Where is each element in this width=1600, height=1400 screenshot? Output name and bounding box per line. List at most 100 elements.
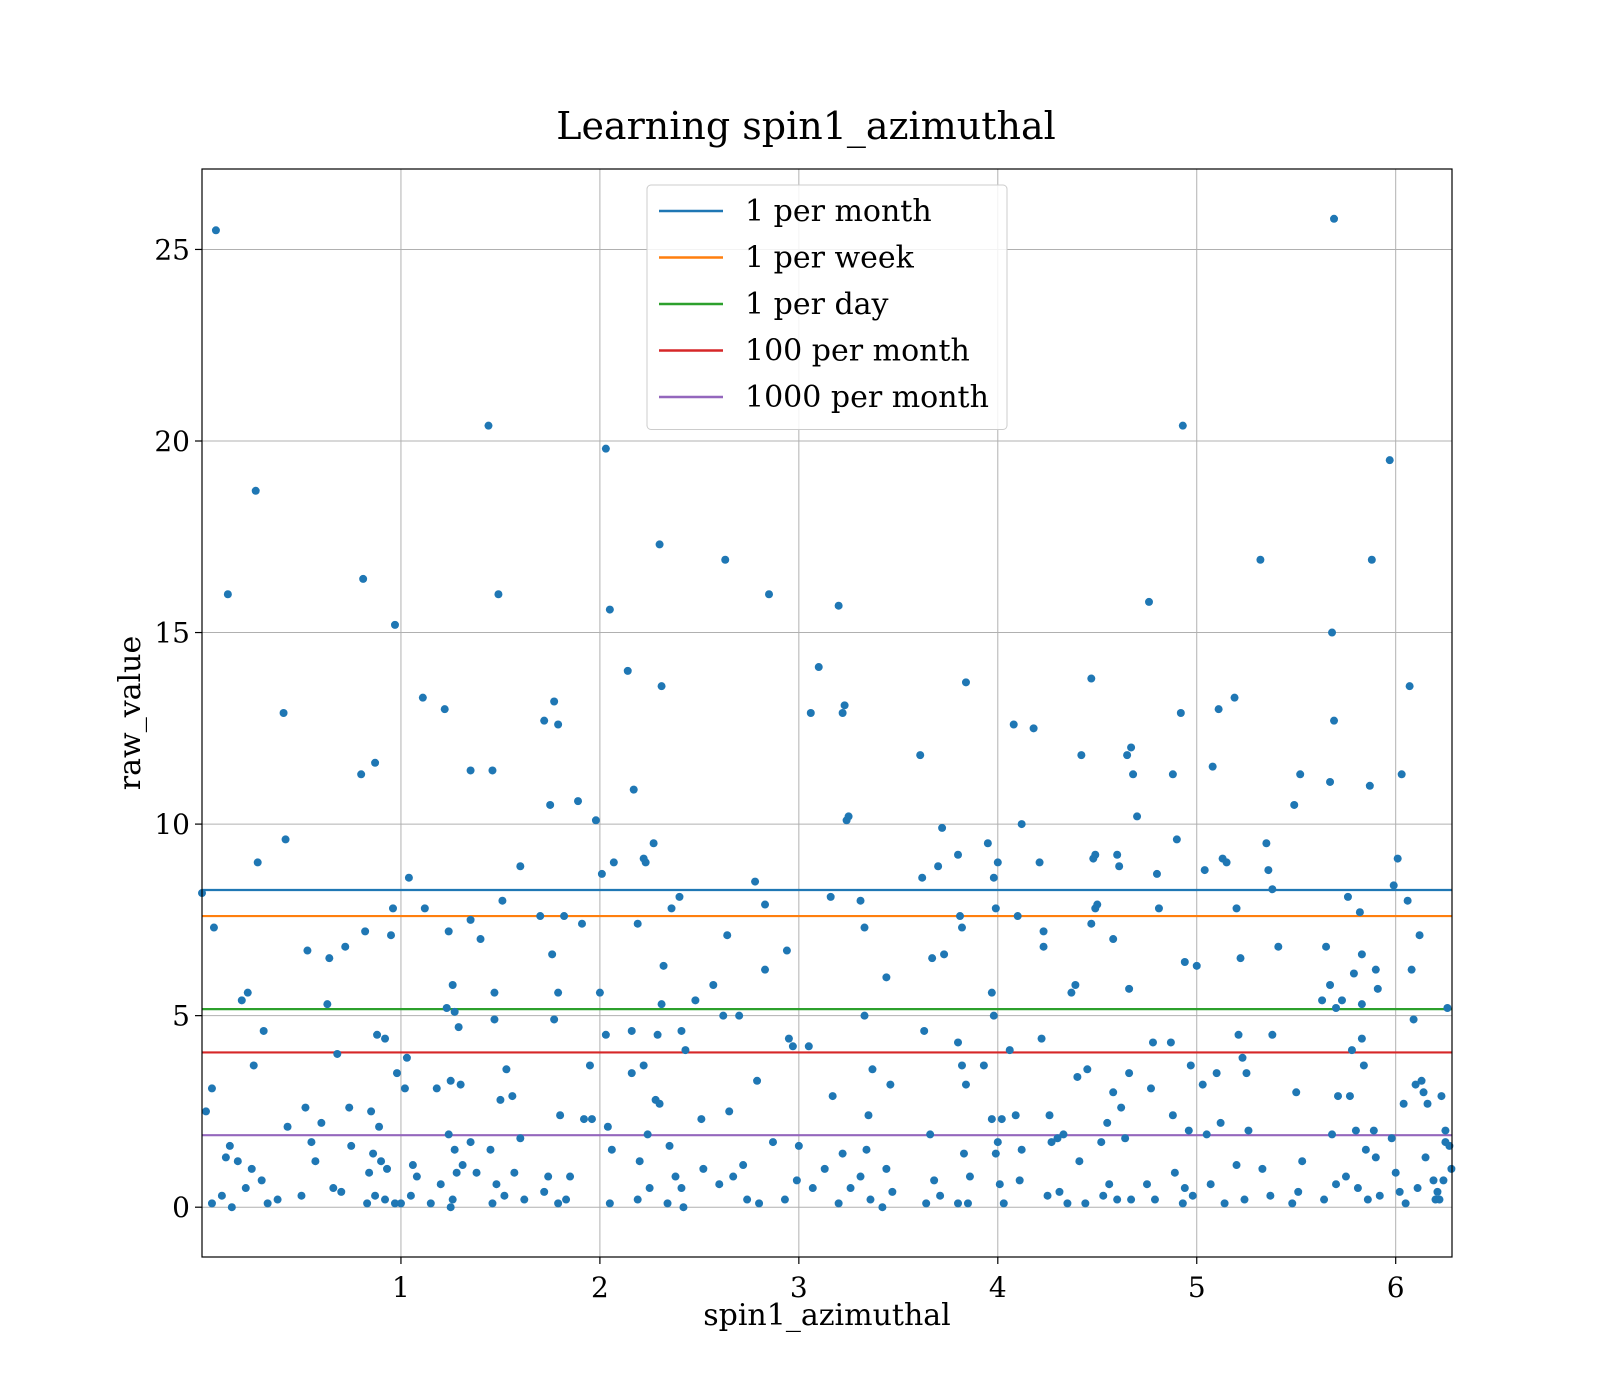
data-point xyxy=(965,1172,974,1181)
data-point xyxy=(1405,682,1414,691)
data-point xyxy=(954,1199,963,1208)
data-point xyxy=(1298,1157,1307,1166)
data-point xyxy=(838,1149,847,1158)
data-point xyxy=(1349,969,1358,978)
data-point xyxy=(444,1130,453,1139)
data-point xyxy=(1117,1103,1126,1112)
data-point xyxy=(699,1164,708,1173)
y-axis-label: raw_value xyxy=(113,636,148,790)
data-point xyxy=(1330,716,1339,725)
data-point xyxy=(448,1195,457,1204)
x-tick-label: 3 xyxy=(790,1271,808,1304)
data-point xyxy=(317,1118,326,1127)
chart-title: Learning spin1_azimuthal xyxy=(556,104,1056,149)
data-point xyxy=(373,1030,382,1039)
data-point xyxy=(251,486,260,495)
legend: 1 per month 1 per week 1 per day 100 per mo… xyxy=(646,184,1008,430)
data-point xyxy=(780,1195,789,1204)
data-point xyxy=(1143,1180,1152,1189)
data-point xyxy=(365,1168,374,1177)
data-point xyxy=(357,770,366,779)
data-point xyxy=(442,1003,451,1012)
data-point xyxy=(679,1203,688,1212)
data-point xyxy=(1172,835,1181,844)
data-point xyxy=(954,850,963,859)
data-point xyxy=(1268,1030,1277,1039)
data-point xyxy=(729,1172,738,1181)
data-point xyxy=(1353,1184,1362,1193)
data-point xyxy=(916,751,925,760)
data-point xyxy=(846,1184,855,1193)
data-point xyxy=(1198,1080,1207,1089)
data-point xyxy=(681,1046,690,1055)
data-point xyxy=(1435,1195,1444,1204)
data-point xyxy=(1039,942,1048,951)
data-point xyxy=(392,1069,401,1078)
y-tick-label: 25 xyxy=(154,233,190,266)
data-point xyxy=(466,1138,475,1147)
data-point xyxy=(957,1061,966,1070)
data-point xyxy=(961,1080,970,1089)
data-point xyxy=(404,873,413,882)
data-point xyxy=(639,1061,648,1070)
data-point xyxy=(1029,724,1038,733)
data-point xyxy=(273,1195,282,1204)
data-point xyxy=(223,590,232,599)
data-point xyxy=(595,988,604,997)
data-point xyxy=(1401,1199,1410,1208)
data-point xyxy=(979,1061,988,1070)
data-point xyxy=(426,1199,435,1208)
data-point xyxy=(247,1164,256,1173)
data-point xyxy=(1055,1187,1064,1196)
data-point xyxy=(1005,1046,1014,1055)
data-point xyxy=(1208,762,1217,771)
data-point xyxy=(878,1203,887,1212)
data-point xyxy=(1367,555,1376,564)
data-point xyxy=(492,1180,501,1189)
data-point xyxy=(1178,1199,1187,1208)
data-point xyxy=(1351,1126,1360,1135)
data-point xyxy=(1099,1191,1108,1200)
data-point xyxy=(940,950,949,959)
data-point xyxy=(955,912,964,921)
data-point xyxy=(448,981,457,989)
data-point xyxy=(1391,1168,1400,1177)
data-point xyxy=(1403,896,1412,905)
data-point xyxy=(1389,881,1398,890)
data-point xyxy=(1214,705,1223,714)
data-point xyxy=(782,946,791,955)
data-point xyxy=(209,923,218,932)
x-tick-label: 5 xyxy=(1188,1271,1206,1304)
data-point xyxy=(655,1099,664,1108)
data-point xyxy=(279,709,288,717)
data-point xyxy=(377,1157,386,1166)
data-point xyxy=(1320,1195,1329,1204)
data-point xyxy=(554,1199,563,1208)
data-point xyxy=(550,697,559,706)
data-point xyxy=(387,931,396,940)
data-point xyxy=(556,1111,565,1120)
data-point xyxy=(301,1103,310,1112)
data-point xyxy=(1238,1053,1247,1062)
data-point xyxy=(1133,812,1142,821)
data-point xyxy=(677,1026,686,1035)
data-point xyxy=(1232,1161,1241,1170)
data-point xyxy=(1015,1176,1024,1185)
data-point xyxy=(1113,1195,1122,1204)
data-points xyxy=(198,214,1456,1212)
data-point xyxy=(601,444,610,453)
data-point xyxy=(657,1000,666,1009)
data-point xyxy=(540,1187,549,1196)
data-point xyxy=(221,1153,230,1162)
x-axis-label: spin1_azimuthal xyxy=(703,1298,951,1333)
x-tick-label: 6 xyxy=(1387,1271,1405,1304)
data-point xyxy=(806,709,815,717)
data-point xyxy=(1407,965,1416,974)
data-point xyxy=(1334,1092,1343,1101)
data-point xyxy=(1242,1069,1251,1078)
data-point xyxy=(1073,1072,1082,1081)
data-point xyxy=(237,996,246,1005)
data-point xyxy=(452,1168,461,1177)
y-tick-label: 0 xyxy=(172,1191,190,1224)
data-point xyxy=(1047,1138,1056,1147)
